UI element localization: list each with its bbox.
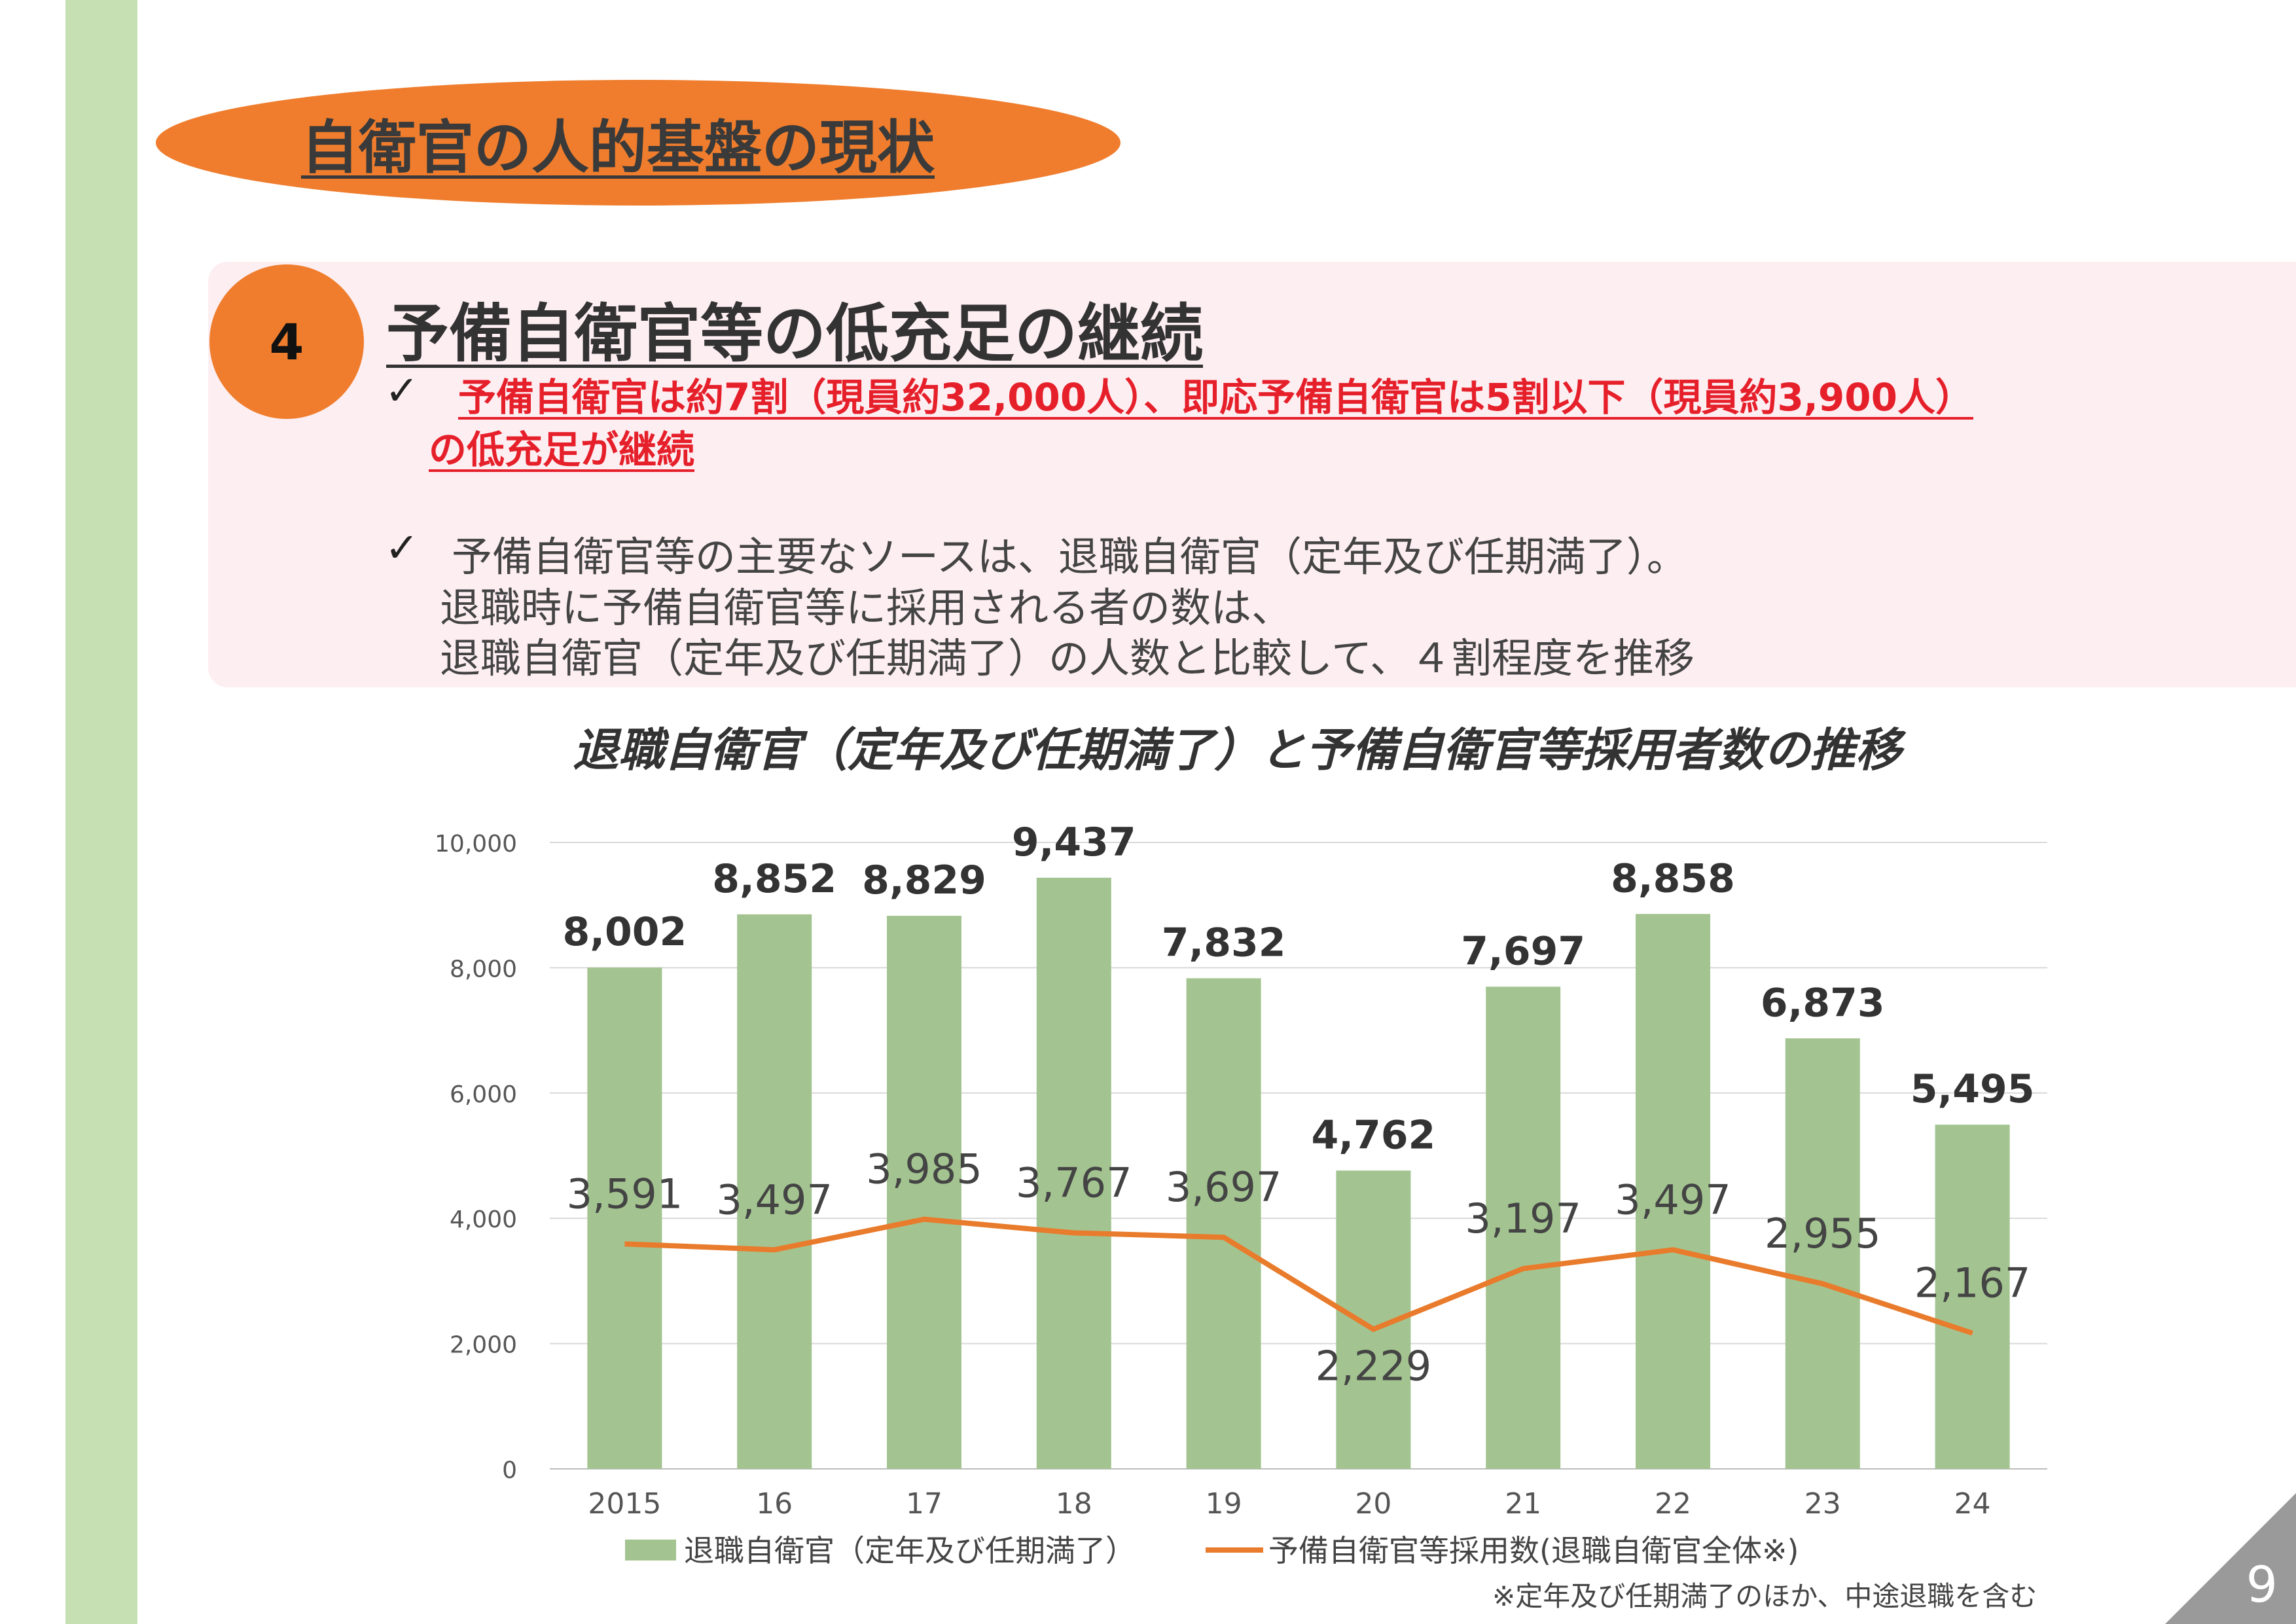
line-series — [624, 1216, 1973, 1336]
page-corner — [2165, 1493, 2296, 1624]
chart-title: 退職自衛官（定年及び任期満了）と予備自衛官等採用者数の推移 — [573, 723, 1901, 777]
line-value-label: 3,197 — [1465, 1195, 1581, 1242]
legend-label-line: 予備自衛官等採用数(退職自衛官全体※) — [1268, 1533, 1799, 1568]
bullet-2-line-2: 退職時に予備自衛官等に採用される者の数は、 — [440, 584, 1293, 632]
line-value-label: 3,767 — [1016, 1159, 1132, 1206]
section-heading: 予備自衛官等の低充足の継続 — [386, 297, 1203, 370]
bar-value-label: 4,762 — [1312, 1112, 1436, 1158]
footnote: ※定年及び任期満了のほか、中途退職を含む — [1492, 1580, 2037, 1612]
bar-value-label: 9,437 — [1012, 820, 1136, 865]
left-accent-band — [65, 0, 137, 1624]
y-tick-label: 8,000 — [450, 956, 517, 983]
page-number: 9 — [2246, 1555, 2278, 1614]
bar-value-label: 5,495 — [1910, 1066, 2035, 1112]
section-number-badge: 4 — [209, 264, 364, 419]
bar — [587, 967, 662, 1469]
x-tick-label: 17 — [906, 1487, 942, 1521]
y-tick-label: 2,000 — [450, 1332, 517, 1359]
y-tick-label: 0 — [502, 1457, 517, 1484]
x-tick-label: 16 — [756, 1487, 793, 1521]
line-value-label: 3,697 — [1166, 1163, 1282, 1211]
y-tick-label: 4,000 — [450, 1206, 517, 1233]
bar-value-label: 6,873 — [1761, 980, 1885, 1026]
bar-value-label: 8,002 — [563, 909, 687, 955]
line-value-label: 3,497 — [1615, 1176, 1731, 1223]
bar — [737, 914, 812, 1469]
x-tick-label: 21 — [1505, 1487, 1541, 1521]
bar-value-label: 7,697 — [1461, 928, 1585, 974]
summary-panel — [208, 262, 2296, 687]
bar-value-label: 8,829 — [862, 857, 986, 903]
legend-label-bar: 退職自衛官（定年及び任期満了） — [684, 1533, 1136, 1568]
red-bullet-line-2: の低充足が継続 — [429, 427, 695, 472]
bullet-2-line-1: 予備自衛官等の主要なソースは、退職自衛官（定年及び任期満了）。 — [452, 533, 1687, 581]
bar-value-label: 7,832 — [1162, 920, 1286, 965]
x-tick-label: 18 — [1056, 1487, 1092, 1521]
title-oval — [156, 80, 1121, 206]
x-tick-label: 24 — [1954, 1487, 1991, 1521]
slide-title: 自衛官の人的基盤の現状 — [301, 114, 935, 181]
line-value-label: 2,167 — [1914, 1259, 2031, 1307]
checkmark-icon: ✓ — [385, 367, 419, 414]
x-tick-label: 2015 — [588, 1487, 661, 1521]
bar-value-label: 8,858 — [1611, 856, 1735, 901]
bar — [1935, 1125, 2010, 1469]
bar — [1636, 914, 1710, 1469]
bar — [1785, 1038, 1860, 1469]
x-tick-label: 19 — [1206, 1487, 1242, 1521]
line-value-label: 3,497 — [716, 1176, 833, 1223]
bar — [1486, 986, 1561, 1469]
bar-value-label: 8,852 — [712, 856, 836, 902]
bar — [1036, 877, 1111, 1469]
x-tick-label: 23 — [1804, 1487, 1841, 1521]
bar — [1186, 978, 1261, 1469]
red-bullet-line-1: 予備自衛官は約7割（現員約32,000人）、即応予備自衛官は5割以下（現員約3,… — [458, 375, 1973, 420]
line-value-label: 2,955 — [1765, 1210, 1881, 1257]
y-tick-label: 10,000 — [435, 831, 517, 857]
bar — [887, 916, 961, 1469]
x-tick-label: 22 — [1655, 1487, 1691, 1521]
line-value-label: 2,229 — [1316, 1343, 1432, 1390]
y-tick-label: 6,000 — [450, 1081, 517, 1108]
legend-swatch-bar — [625, 1540, 676, 1561]
bullet-2-line-3: 退職自衛官（定年及び任期満了）の人数と比較して、４割程度を推移 — [440, 634, 1695, 682]
checkmark-icon: ✓ — [385, 524, 419, 571]
line-value-label: 3,985 — [866, 1146, 982, 1193]
x-tick-label: 20 — [1355, 1487, 1391, 1521]
line-value-label: 3,591 — [567, 1170, 683, 1218]
